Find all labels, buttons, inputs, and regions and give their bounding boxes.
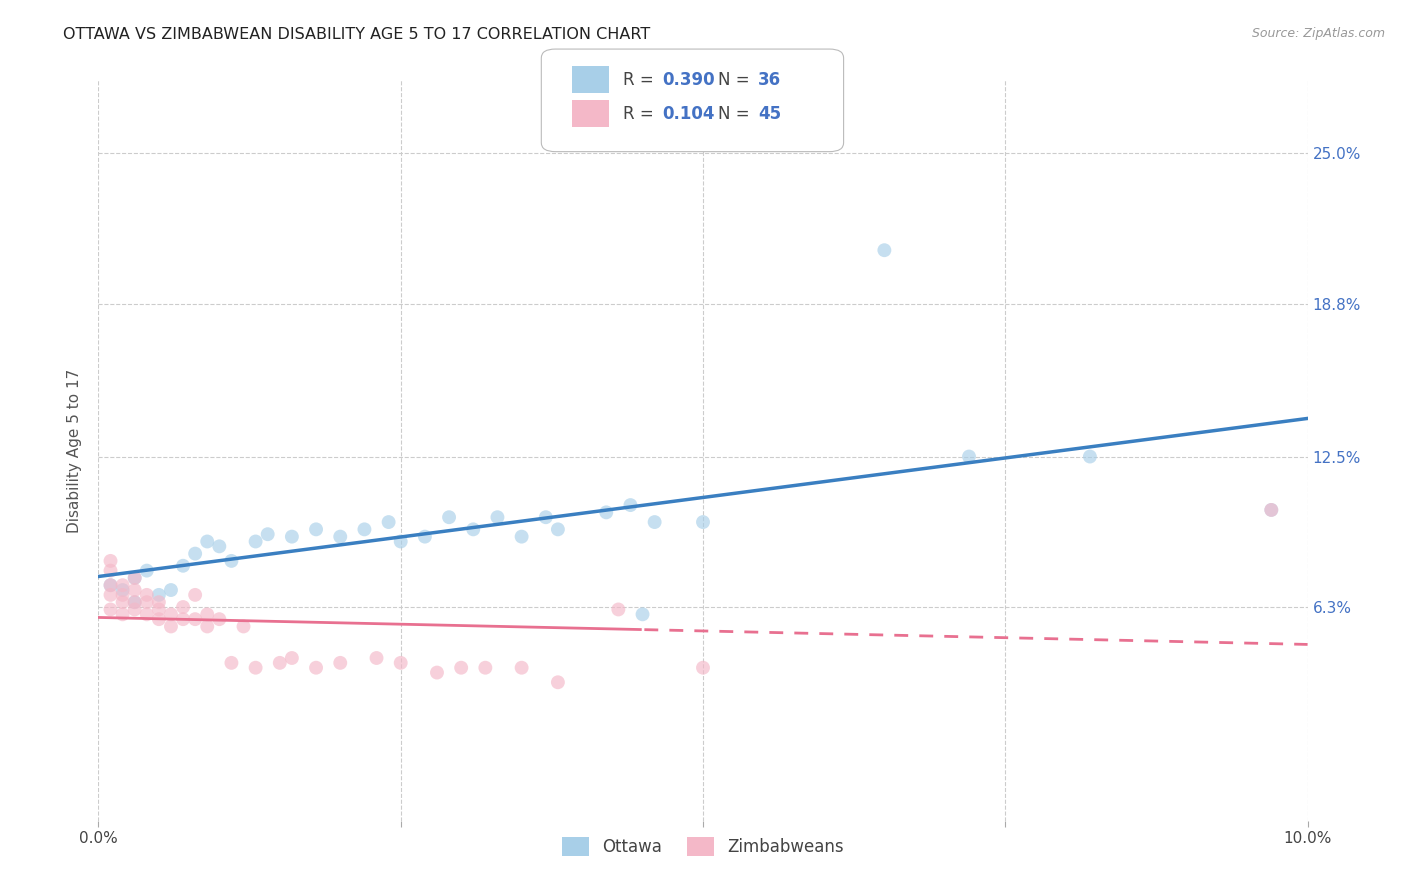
- Point: [135, 564, 157, 578]
- Text: R =: R =: [623, 105, 659, 123]
- Point: [100, 578, 122, 592]
- Point: [172, 612, 194, 626]
- Point: [111, 578, 134, 592]
- Point: [305, 661, 328, 675]
- Point: [534, 510, 557, 524]
- Point: [619, 498, 641, 512]
- Point: [195, 607, 218, 622]
- Point: [172, 600, 194, 615]
- Text: 36: 36: [758, 71, 780, 89]
- Point: [221, 554, 243, 568]
- Text: 45: 45: [758, 105, 780, 123]
- Point: [957, 450, 980, 464]
- Point: [184, 547, 207, 561]
- Point: [1260, 503, 1282, 517]
- Point: [184, 612, 207, 626]
- Point: [111, 595, 134, 609]
- Point: [329, 656, 352, 670]
- Point: [184, 588, 207, 602]
- Point: [100, 564, 122, 578]
- Point: [389, 656, 412, 670]
- Point: [413, 530, 436, 544]
- Point: [195, 534, 218, 549]
- Point: [124, 602, 146, 616]
- Point: [269, 656, 291, 670]
- Text: 0.390: 0.390: [662, 71, 714, 89]
- Point: [547, 522, 569, 536]
- Point: [510, 661, 533, 675]
- Point: [111, 582, 134, 597]
- Y-axis label: Disability Age 5 to 17: Disability Age 5 to 17: [67, 368, 83, 533]
- Point: [631, 607, 654, 622]
- Point: [135, 588, 157, 602]
- Point: [208, 612, 231, 626]
- Text: N =: N =: [718, 71, 755, 89]
- Point: [607, 602, 630, 616]
- Point: [124, 571, 146, 585]
- Point: [124, 582, 146, 597]
- Point: [148, 602, 170, 616]
- Point: [547, 675, 569, 690]
- Point: [100, 554, 122, 568]
- Point: [221, 656, 243, 670]
- Point: [124, 571, 146, 585]
- Point: [1260, 503, 1282, 517]
- Point: [426, 665, 449, 680]
- Text: Source: ZipAtlas.com: Source: ZipAtlas.com: [1251, 27, 1385, 40]
- Point: [148, 612, 170, 626]
- Text: 0.104: 0.104: [662, 105, 714, 123]
- Text: OTTAWA VS ZIMBABWEAN DISABILITY AGE 5 TO 17 CORRELATION CHART: OTTAWA VS ZIMBABWEAN DISABILITY AGE 5 TO…: [63, 27, 651, 42]
- Point: [366, 651, 388, 665]
- Text: N =: N =: [718, 105, 755, 123]
- Point: [148, 595, 170, 609]
- Point: [1078, 450, 1101, 464]
- Point: [100, 588, 122, 602]
- Point: [100, 578, 122, 592]
- Point: [245, 534, 267, 549]
- Point: [389, 534, 412, 549]
- Point: [195, 619, 218, 633]
- Point: [135, 607, 157, 622]
- Point: [281, 530, 304, 544]
- Point: [305, 522, 328, 536]
- Point: [692, 515, 714, 529]
- Point: [873, 243, 896, 257]
- Point: [692, 661, 714, 675]
- Point: [450, 661, 472, 675]
- Point: [124, 595, 146, 609]
- Point: [208, 539, 231, 553]
- Point: [148, 588, 170, 602]
- Point: [160, 607, 183, 622]
- Point: [486, 510, 509, 524]
- Point: [100, 602, 122, 616]
- Point: [644, 515, 666, 529]
- Point: [256, 527, 278, 541]
- Point: [135, 595, 157, 609]
- Point: [111, 588, 134, 602]
- Point: [172, 558, 194, 573]
- Point: [510, 530, 533, 544]
- Point: [281, 651, 304, 665]
- Point: [160, 619, 183, 633]
- Point: [245, 661, 267, 675]
- Point: [329, 530, 352, 544]
- Point: [437, 510, 460, 524]
- Point: [160, 582, 183, 597]
- Point: [377, 515, 399, 529]
- Point: [124, 595, 146, 609]
- Point: [474, 661, 496, 675]
- Text: R =: R =: [623, 71, 659, 89]
- Legend: Ottawa, Zimbabweans: Ottawa, Zimbabweans: [554, 828, 852, 864]
- Point: [595, 505, 617, 519]
- Point: [111, 607, 134, 622]
- Point: [463, 522, 485, 536]
- Point: [353, 522, 375, 536]
- Point: [232, 619, 254, 633]
